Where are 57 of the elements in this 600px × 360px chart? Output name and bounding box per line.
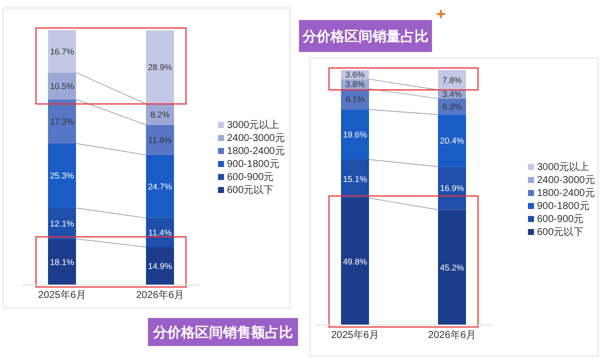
x-tick-label: 2025年6月 [38,289,86,301]
data-label: 25.3% [50,170,74,181]
legend-label: 3000元以上 [537,161,590,173]
legend-label: 600元以下 [227,184,274,196]
legend-label: 2400-3000元 [227,133,285,144]
data-label: 14.9% [148,261,172,272]
bar [146,247,174,285]
bar [48,30,76,73]
x-tick-label: 2025年6月 [331,329,379,341]
data-label: 16.7% [50,46,74,56]
data-label: 20.4% [440,136,464,146]
text: 分价格区间销售额占比 [152,324,293,340]
legend-label: 1800-2400元 [537,188,595,199]
bar [48,143,76,208]
bar [146,124,174,155]
bar [146,30,174,104]
bar [48,72,76,100]
data-label: 24.7% [148,181,172,192]
legend-label: 900-1800元 [227,159,280,170]
legend-label: 2400-3000元 [537,175,595,186]
data-label: 3.6% [345,70,366,80]
bar [48,238,76,285]
data-label: 3.8% [345,79,366,90]
data-label: 8.2% [150,109,170,120]
data-label: 16.9% [440,183,464,194]
legend-label: 600元以下 [537,226,584,238]
legend-label: 900-1800元 [537,201,590,212]
legend-label: 1800-2400元 [227,146,285,157]
data-label: 49.8% [342,256,368,267]
legend-label: 3000元以上 [227,119,280,131]
bar [48,99,76,144]
bar [438,210,466,325]
data-label: 3.4% [442,89,462,100]
data-label: 15.1% [342,174,368,184]
data-label: 17.3% [50,116,74,126]
data-label: 6.3% [442,102,462,112]
data-label: 45.2% [440,262,464,272]
bar [341,198,369,325]
chart-title: 分价格区间销量占比 [302,28,428,44]
legend-label: 600-900元 [537,214,584,225]
data-label: 11.4% [148,227,172,238]
data-label: 28.9% [148,62,172,72]
bar [438,166,466,210]
data-label: 11.8% [148,134,172,145]
bar [341,110,369,160]
data-label: 12.1% [50,218,74,228]
bar [146,154,174,218]
x-tick-label: 2026年6月 [136,289,184,301]
bar [438,114,466,167]
data-label: 10.5% [50,80,74,91]
bar [341,160,369,198]
data-label: 7.8% [442,74,462,85]
x-tick-label: 2026年6月 [428,329,476,341]
data-label: 8.1% [345,94,366,104]
data-label: 19.6% [342,130,368,140]
legend-label: 600-900元 [227,172,274,183]
data-label: 18.1% [50,256,74,267]
